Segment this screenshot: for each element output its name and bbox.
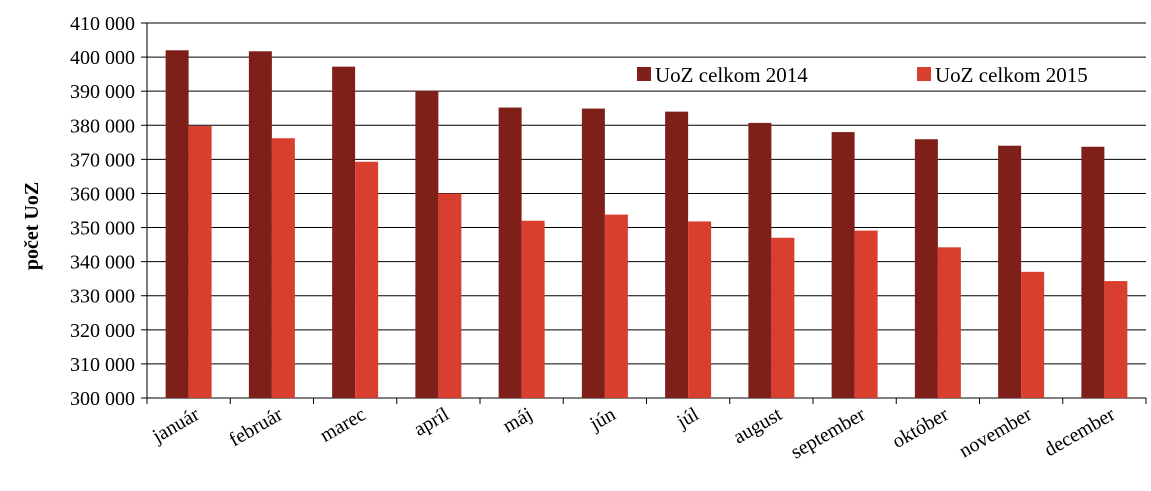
x-tick-label: október — [888, 403, 952, 453]
y-axis-label: počet UoZ — [21, 182, 43, 270]
legend-swatch-2015 — [917, 67, 931, 81]
y-tick-label: 300 000 — [70, 388, 135, 410]
bar-2014-august — [748, 122, 772, 399]
bar-2014-november — [998, 145, 1022, 398]
y-tick-label: 370 000 — [70, 149, 135, 171]
bar-2015-december — [1104, 281, 1128, 398]
bar-2014-máj — [498, 107, 522, 398]
bars — [165, 50, 1128, 399]
axes — [141, 22, 1147, 404]
bar-2014-marec — [332, 66, 356, 399]
x-tick-label: december — [1041, 403, 1120, 461]
bar-2014-júl — [665, 111, 689, 399]
y-tick-label: 320 000 — [70, 320, 135, 342]
y-tick-label: 310 000 — [70, 354, 135, 376]
x-tick-label: apríl — [410, 403, 453, 441]
bar-2015-september — [854, 230, 878, 398]
x-tick-label: február — [225, 403, 286, 451]
x-tick-label: máj — [499, 403, 536, 437]
bar-2015-jún — [604, 214, 628, 398]
y-tick-labels: 300 000 310 000 320 000 330 000 340 000 350 0… — [70, 13, 135, 410]
y-tick-label: 350 000 — [70, 218, 135, 240]
bar-2015-máj — [521, 220, 545, 398]
legend: UoZ celkom 2014 UoZ celkom 2015 — [637, 63, 1088, 87]
y-tick-label: 410 000 — [70, 13, 135, 35]
bar-2015-júl — [688, 221, 712, 398]
x-tick-labels: január február marec apríl máj jún júl august se… — [148, 403, 1119, 463]
y-tick-label: 340 000 — [70, 252, 135, 274]
y-tick-label: 360 000 — [70, 183, 135, 205]
bar-2014-september — [831, 132, 855, 398]
x-tick-label: január — [148, 403, 203, 448]
bar-2015-október — [937, 247, 961, 398]
y-tick-label: 390 000 — [70, 81, 135, 103]
x-tick-label: november — [955, 403, 1036, 462]
bar-2014-október — [914, 139, 938, 398]
bar-2015-január — [188, 125, 212, 399]
x-tick-label: august — [730, 403, 787, 448]
y-tick-label: 380 000 — [70, 115, 135, 137]
y-tick-label: 330 000 — [70, 286, 135, 308]
legend-label-2014: UoZ celkom 2014 — [655, 63, 808, 87]
gridlines — [147, 22, 1146, 399]
x-tick-label: jún — [585, 403, 619, 435]
bar-2014-február — [248, 51, 272, 398]
y-tick-label: 400 000 — [70, 47, 135, 69]
bar-2014-január — [165, 50, 189, 398]
bar-2014-december — [1081, 146, 1105, 398]
bar-2015-február — [271, 138, 295, 398]
bar-2015-november — [1021, 271, 1045, 398]
x-tick-label: marec — [316, 403, 369, 447]
legend-label-2015: UoZ celkom 2015 — [935, 63, 1088, 87]
bar-2015-marec — [355, 161, 379, 398]
bar-2015-apríl — [438, 193, 462, 398]
x-tick-label: september — [787, 403, 869, 463]
bar-2014-apríl — [415, 90, 439, 398]
bar-2014-jún — [581, 108, 605, 399]
legend-swatch-2014 — [637, 67, 651, 81]
x-tick-label: júl — [672, 403, 703, 433]
bar-2015-august — [771, 237, 795, 398]
